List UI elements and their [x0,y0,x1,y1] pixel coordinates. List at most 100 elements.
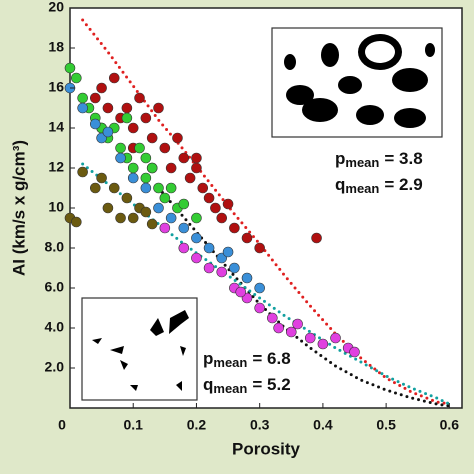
inset-lower [81,297,198,401]
point [89,118,101,130]
point [140,152,152,164]
point [229,222,240,234]
point [115,142,126,154]
x-tick-label: 0.4 [313,417,333,433]
point [134,92,145,104]
annotation: pmean = 3.8 [335,149,423,170]
point [102,102,114,114]
point [102,202,114,214]
point [159,192,171,204]
annotation-subscript: mean [213,381,247,396]
point [108,182,120,194]
point [71,72,82,84]
inset-hole [365,41,395,63]
point [235,286,247,298]
point [71,216,82,228]
point [127,212,139,224]
point [203,242,215,254]
point [121,112,133,124]
point [292,318,303,330]
dotted-curve [81,162,451,406]
point [241,232,253,244]
point [273,322,284,334]
point [178,152,190,164]
point [178,198,190,210]
x-tick-label: 0.5 [376,417,396,433]
point [77,92,88,104]
point [178,242,190,254]
point [153,202,164,214]
point [241,272,253,284]
annotation: pmean = 6.8 [203,349,291,370]
annotation-text: = 6.8 [252,349,290,368]
point [146,132,158,144]
annotation-subscript: mean [345,155,379,170]
point [210,202,221,214]
point [216,212,228,224]
x-tick-label: 0.1 [123,417,143,433]
point [153,182,164,194]
point [127,162,139,174]
point [311,232,322,244]
dotted-curve [81,18,451,406]
point [102,126,114,138]
point [254,282,265,294]
point [146,162,158,174]
point [165,212,177,224]
annotation-symbol: p [335,149,345,168]
point [153,102,164,114]
point [267,312,278,324]
point [317,338,329,350]
inset-blobs [92,310,189,391]
dotted-curve [157,186,451,408]
annotation-text: = 2.9 [384,175,422,194]
point [165,162,177,174]
point [108,72,120,84]
point [191,232,202,244]
point [89,92,101,104]
annotation-symbol: q [203,375,213,394]
point [159,142,171,154]
point [349,346,360,358]
point [121,192,133,204]
y-tick-label: 20 [48,0,64,15]
point [254,302,265,314]
point [285,326,297,338]
point [191,152,202,164]
y-axis-label: AI (km/s x g/cm³) [9,140,28,276]
annotation: qmean = 5.2 [203,375,291,396]
inset-blobs [284,34,435,128]
y-tick-label: 8.0 [45,239,65,255]
point [96,82,107,94]
point [140,206,152,218]
annotation-symbol: p [203,349,213,368]
x-tick-label: 0.6 [440,417,460,433]
point [203,192,215,204]
point [115,152,126,164]
point [191,212,202,224]
point [77,102,88,114]
x-tick-label: 0.3 [250,417,270,433]
point [222,198,234,210]
marks [64,18,451,408]
point [115,212,126,224]
inset-upper [271,27,443,138]
point [172,132,183,144]
point [165,182,177,194]
annotation: qmean = 2.9 [335,175,423,196]
annotation-subscript: mean [213,355,247,370]
x-axis-label: Porosity [232,439,301,458]
point [191,162,202,174]
annotation-text: = 3.8 [384,149,422,168]
annotation-subscript: mean [345,181,379,196]
point [203,262,215,274]
point [304,332,316,344]
point [96,172,107,184]
point [127,172,139,184]
point [140,112,152,124]
point [121,102,133,114]
y-tick-label: 12 [48,159,64,175]
point [134,142,145,154]
point [216,266,228,278]
